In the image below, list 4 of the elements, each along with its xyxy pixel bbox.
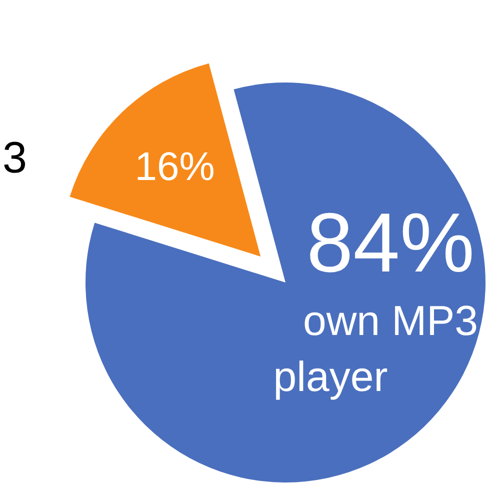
slice-label: 3 (2, 134, 27, 183)
slice-label: own MP3 player (273, 297, 478, 400)
data-label: 84% (306, 196, 475, 290)
data-label: 16% (134, 145, 215, 190)
